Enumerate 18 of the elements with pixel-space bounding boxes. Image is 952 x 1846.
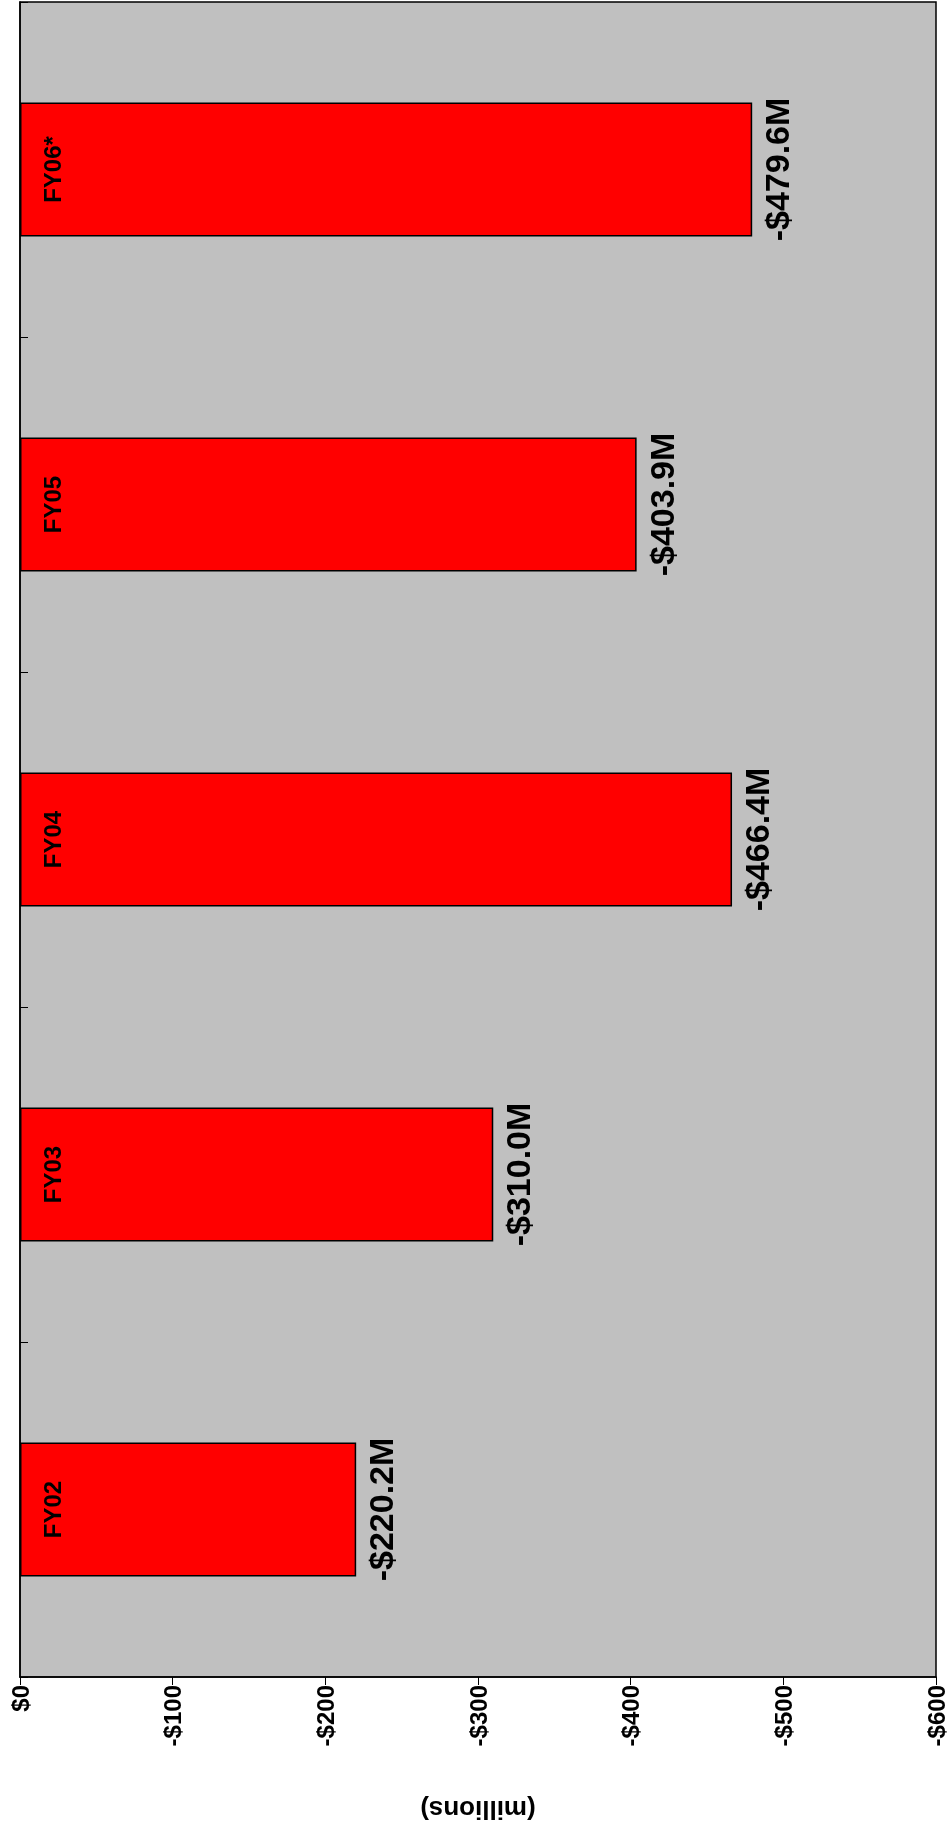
data-label: -$403.9M xyxy=(642,432,681,577)
x-tick-label: $0 xyxy=(6,1685,34,1712)
x-tick-label: -$100 xyxy=(159,1685,187,1747)
y-tick-label: FY06* xyxy=(38,135,66,203)
y-tick-label: FY04 xyxy=(38,810,66,869)
data-label: -$466.4M xyxy=(738,767,777,912)
x-axis-title: (millions) xyxy=(420,1795,536,1825)
x-tick-label: -$500 xyxy=(769,1685,797,1747)
data-label: -$310.0M xyxy=(499,1102,538,1247)
y-tick-label: FY05 xyxy=(38,475,66,534)
x-tick-label: -$600 xyxy=(922,1685,950,1747)
data-label: -$479.6M xyxy=(758,97,797,242)
x-tick-label: -$300 xyxy=(464,1685,492,1747)
data-label: -$220.2M xyxy=(362,1437,401,1582)
x-tick-label: -$400 xyxy=(617,1685,645,1747)
y-tick-label: FY02 xyxy=(38,1480,66,1539)
x-tick-label: -$200 xyxy=(311,1685,339,1747)
y-tick-label: FY03 xyxy=(38,1145,66,1204)
